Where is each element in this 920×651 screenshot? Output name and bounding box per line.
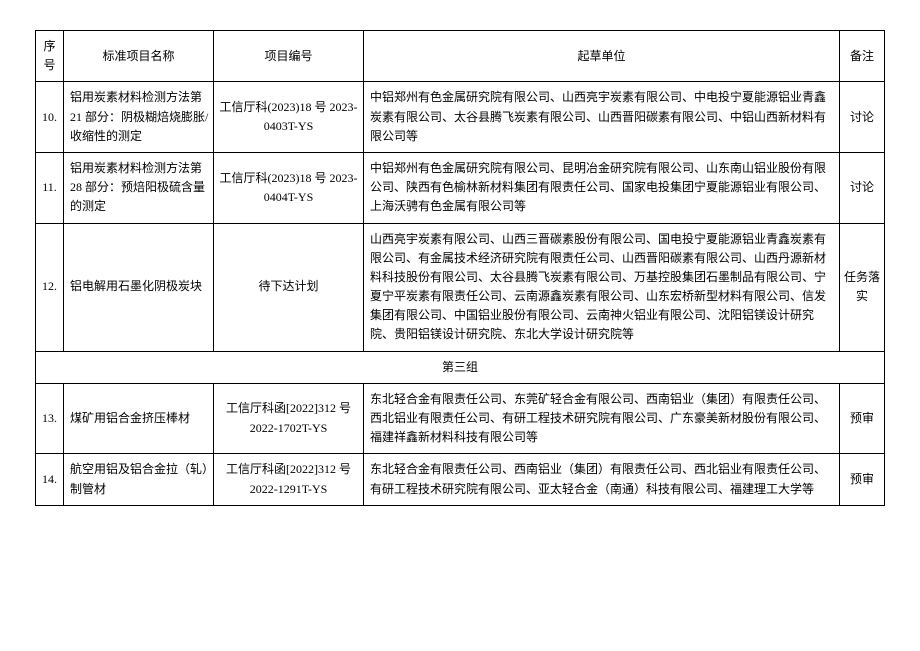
cell-idx: 12. — [36, 223, 64, 351]
cell-code: 工信厅科(2023)18 号 2023-0403T-YS — [214, 82, 364, 153]
cell-remark: 讨论 — [840, 152, 885, 223]
header-idx: 序号 — [36, 31, 64, 82]
cell-code: 工信厅科(2023)18 号 2023-0404T-YS — [214, 152, 364, 223]
cell-remark: 预审 — [840, 454, 885, 505]
group-row: 第三组 — [36, 351, 885, 383]
cell-code: 待下达计划 — [214, 223, 364, 351]
cell-name: 铝电解用石墨化阴极炭块 — [64, 223, 214, 351]
cell-remark: 讨论 — [840, 82, 885, 153]
cell-org: 山西亮宇炭素有限公司、山西三晋碳素股份有限公司、国电投宁夏能源铝业青鑫炭素有限公… — [364, 223, 840, 351]
header-name: 标准项目名称 — [64, 31, 214, 82]
cell-code: 工信厅科函[2022]312 号 2022-1291T-YS — [214, 454, 364, 505]
table-row: 10. 铝用炭素材料检测方法第 21 部分：阴极糊焙烧膨胀/收缩性的测定 工信厅… — [36, 82, 885, 153]
header-code: 项目编号 — [214, 31, 364, 82]
cell-idx: 11. — [36, 152, 64, 223]
cell-org: 东北轻合金有限责任公司、西南铝业（集团）有限责任公司、西北铝业有限责任公司、有研… — [364, 454, 840, 505]
header-row: 序号 标准项目名称 项目编号 起草单位 备注 — [36, 31, 885, 82]
cell-remark: 任务落实 — [840, 223, 885, 351]
cell-idx: 10. — [36, 82, 64, 153]
table-row: 13. 煤矿用铝合金挤压棒材 工信厅科函[2022]312 号 2022-170… — [36, 383, 885, 454]
cell-name: 航空用铝及铝合金拉（轧）制管材 — [64, 454, 214, 505]
header-remark: 备注 — [840, 31, 885, 82]
cell-org: 中铝郑州有色金属研究院有限公司、昆明冶金研究院有限公司、山东南山铝业股份有限公司… — [364, 152, 840, 223]
cell-idx: 13. — [36, 383, 64, 454]
table-row: 12. 铝电解用石墨化阴极炭块 待下达计划 山西亮宇炭素有限公司、山西三晋碳素股… — [36, 223, 885, 351]
standards-table: 序号 标准项目名称 项目编号 起草单位 备注 10. 铝用炭素材料检测方法第 2… — [35, 30, 885, 506]
cell-name: 铝用炭素材料检测方法第 21 部分：阴极糊焙烧膨胀/收缩性的测定 — [64, 82, 214, 153]
cell-org: 东北轻合金有限责任公司、东莞矿轻合金有限公司、西南铝业（集团）有限责任公司、西北… — [364, 383, 840, 454]
cell-name: 煤矿用铝合金挤压棒材 — [64, 383, 214, 454]
table-row: 14. 航空用铝及铝合金拉（轧）制管材 工信厅科函[2022]312 号 202… — [36, 454, 885, 505]
group-label: 第三组 — [36, 351, 885, 383]
cell-name: 铝用炭素材料检测方法第 28 部分：预焙阳极硫含量的测定 — [64, 152, 214, 223]
header-org: 起草单位 — [364, 31, 840, 82]
cell-code: 工信厅科函[2022]312 号 2022-1702T-YS — [214, 383, 364, 454]
table-row: 11. 铝用炭素材料检测方法第 28 部分：预焙阳极硫含量的测定 工信厅科(20… — [36, 152, 885, 223]
cell-org: 中铝郑州有色金属研究院有限公司、山西亮宇炭素有限公司、中电投宁夏能源铝业青鑫炭素… — [364, 82, 840, 153]
cell-remark: 预审 — [840, 383, 885, 454]
cell-idx: 14. — [36, 454, 64, 505]
